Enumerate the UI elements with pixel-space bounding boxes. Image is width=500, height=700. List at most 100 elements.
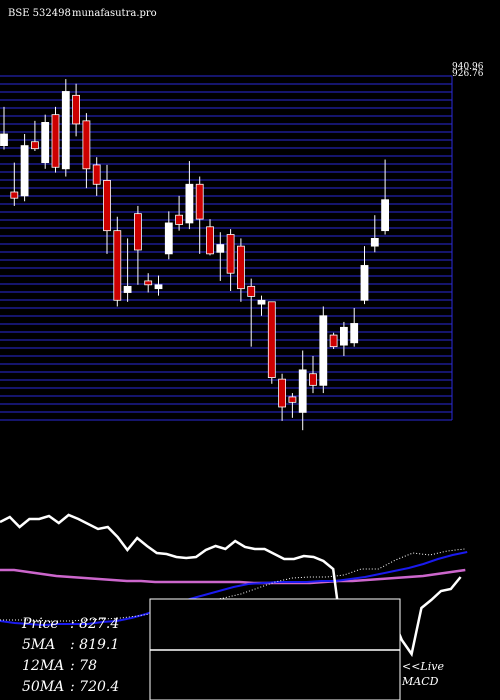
- long-ma-line: [0, 568, 466, 585]
- candle-body: [41, 122, 50, 164]
- candle-body: [175, 214, 184, 225]
- candle-bear: [82, 113, 91, 189]
- candle-body: [164, 222, 173, 255]
- candle-bull: [20, 134, 29, 202]
- candle-bull: [41, 114, 50, 169]
- candle-body: [247, 285, 256, 297]
- stat-value: : 720.4: [70, 679, 120, 695]
- candle-body: [288, 396, 297, 403]
- candle-body: [10, 191, 19, 199]
- candle-bull: [339, 321, 348, 356]
- candle-body: [154, 284, 163, 290]
- candle-bull: [0, 106, 8, 150]
- candle-body: [72, 94, 80, 125]
- candle-bear: [103, 164, 111, 254]
- candle-bear: [175, 195, 184, 231]
- candlestick-series: [0, 79, 390, 431]
- candle-body: [123, 285, 132, 293]
- candle-bear: [133, 205, 142, 285]
- candle-body: [309, 373, 317, 386]
- stats-panel: Price : 827.4 5MA : 819.1 12MA : 78 50MA…: [22, 614, 142, 698]
- candle-bear: [113, 216, 122, 307]
- candle-body: [206, 226, 214, 255]
- candle-body: [82, 120, 91, 170]
- candle-body: [319, 315, 328, 386]
- candle-bull: [350, 308, 359, 347]
- candle-body: [257, 299, 266, 305]
- candle-body: [267, 301, 276, 378]
- candle-bull: [123, 238, 132, 302]
- stat-label: 12MA: [22, 658, 65, 674]
- candle-bear: [144, 273, 153, 293]
- candle-bull: [360, 246, 369, 305]
- dotted-line: [0, 548, 465, 622]
- candle-body: [61, 91, 70, 170]
- candle-bear: [309, 355, 317, 394]
- candle-bull: [154, 275, 163, 296]
- candle-body: [92, 164, 101, 185]
- signal-line: [0, 551, 468, 627]
- candle-bear: [10, 162, 19, 206]
- stat-50ma: 50MA : 720.4: [22, 677, 142, 698]
- y-axis-labels: 940.96 926.76: [452, 62, 484, 79]
- candle-bull: [370, 215, 379, 253]
- candle-body: [113, 230, 122, 301]
- candle-body: [144, 280, 153, 286]
- candle-bear: [226, 229, 235, 291]
- candle-bear: [195, 176, 204, 254]
- y-label-top: 940.96: [452, 62, 484, 72]
- candle-bear: [278, 373, 287, 421]
- candle-body: [298, 369, 307, 413]
- candle-body: [51, 114, 60, 168]
- candle-body: [0, 133, 8, 146]
- candle-bull: [185, 161, 194, 230]
- live-label: <<Live: [402, 660, 444, 673]
- candle-bear: [92, 157, 101, 196]
- stat-price: Price : 827.4: [22, 614, 142, 635]
- chart-symbol-title: BSE 532498: [8, 8, 71, 19]
- chart-site-name: munafasutra.pro: [72, 8, 157, 19]
- candle-bull: [381, 159, 390, 235]
- stat-label: 50MA: [22, 679, 65, 695]
- candle-bull: [216, 232, 225, 281]
- candle-bear: [51, 106, 60, 173]
- candle-bear: [30, 120, 39, 152]
- candle-body: [370, 237, 379, 247]
- live-macd-label: <<Live MACD: [402, 659, 444, 689]
- candle-body: [133, 213, 142, 251]
- candle-body: [329, 334, 338, 348]
- stat-value: : 819.1: [70, 637, 120, 653]
- candle-bull: [257, 295, 266, 316]
- y-label-second: 926.76: [452, 69, 484, 79]
- candle-bear: [247, 278, 256, 347]
- candle-bear: [206, 219, 214, 256]
- candle-bear: [267, 301, 276, 384]
- candle-body: [278, 378, 287, 408]
- stat-12ma: 12MA : 78: [22, 656, 142, 677]
- candle-bull: [61, 79, 70, 177]
- stat-label: 5MA: [22, 637, 56, 653]
- candle-body: [185, 183, 194, 224]
- stat-5ma: 5MA : 819.1: [22, 635, 142, 656]
- candle-body: [381, 199, 390, 232]
- candle-bear: [236, 238, 245, 302]
- candle-bull: [319, 306, 328, 394]
- candle-body: [236, 245, 245, 290]
- candle-body: [20, 145, 29, 197]
- macd-label: MACD: [402, 675, 439, 688]
- stat-value: : 827.4: [70, 616, 120, 632]
- stat-label: Price: [22, 616, 59, 632]
- candle-bull: [164, 211, 173, 260]
- candle-body: [195, 183, 204, 220]
- candle-body: [30, 141, 39, 150]
- candle-body: [339, 326, 348, 346]
- stat-value: : 78: [70, 658, 97, 674]
- candle-bear: [288, 393, 297, 418]
- candle-body: [103, 179, 111, 232]
- candle-body: [350, 323, 359, 344]
- candle-bear: [72, 83, 80, 137]
- candle-bear: [329, 332, 338, 349]
- candle-body: [216, 244, 225, 253]
- candle-body: [360, 265, 369, 301]
